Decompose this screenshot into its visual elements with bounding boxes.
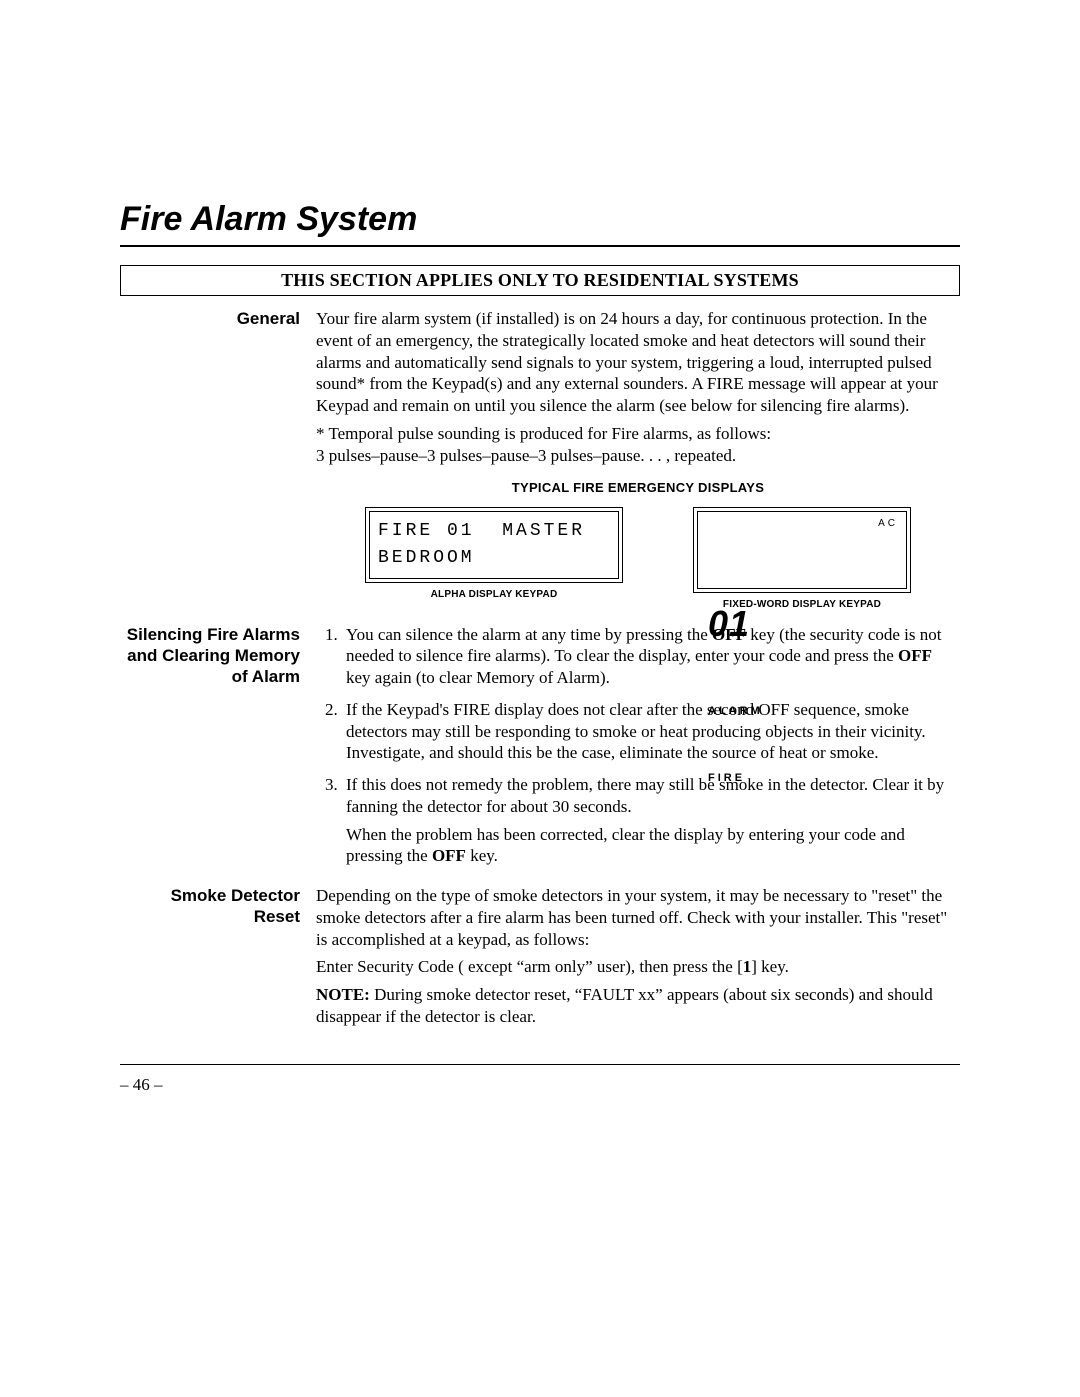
footer-rule	[120, 1064, 960, 1065]
page-number: – 46 –	[120, 1075, 960, 1095]
displays-title: TYPICAL FIRE EMERGENCY DISPLAYS	[316, 480, 960, 497]
body-general: Your fire alarm system (if installed) is…	[316, 308, 960, 616]
section-general: General Your fire alarm system (if insta…	[120, 308, 960, 616]
s1e: key again (to clear Memory of Alarm).	[346, 668, 610, 687]
alpha-caption: ALPHA DISPLAY KEYPAD	[431, 589, 558, 602]
label-silencing: Silencing Fire Alarms and Clearing Memor…	[120, 624, 316, 878]
fixed-keypad-screen: AC 01 ALARM FIRE	[697, 511, 907, 589]
fixed-fire: FIRE	[708, 772, 898, 785]
alpha-line1: FIRE 01 MASTER	[378, 521, 585, 541]
r2b: 1	[743, 957, 752, 976]
label-reset: Smoke Detector Reset	[120, 885, 316, 1034]
fixed-alarm: ALARM	[708, 705, 898, 718]
general-p1: Your fire alarm system (if installed) is…	[316, 308, 960, 417]
general-p2: * Temporal pulse sounding is produced fo…	[316, 423, 960, 467]
alpha-keypad-screen: FIRE 01 MASTER BEDROOM	[369, 511, 619, 579]
fixed-ac: AC	[878, 516, 898, 531]
s3b2: OFF	[432, 846, 466, 865]
alpha-keypad-wrap: FIRE 01 MASTER BEDROOM ALPHA DISPLAY KEY…	[365, 507, 623, 612]
reset-p1: Depending on the type of smoke detectors…	[316, 885, 960, 950]
page-container: Fire Alarm System THIS SECTION APPLIES O…	[0, 0, 1080, 1397]
r3b: During smoke detector reset, “FAULT xx” …	[316, 985, 933, 1026]
title-rule	[120, 245, 960, 247]
page-title: Fire Alarm System	[120, 200, 960, 239]
r2c: ] key.	[751, 957, 789, 976]
r3a: NOTE:	[316, 985, 370, 1004]
s1d: OFF	[898, 646, 932, 665]
s1a: You can silence the alarm at any time by…	[346, 625, 712, 644]
r2a: Enter Security Code ( except “arm only” …	[316, 957, 743, 976]
s3b3: key.	[466, 846, 498, 865]
section-reset: Smoke Detector Reset Depending on the ty…	[120, 885, 960, 1034]
reset-p2: Enter Security Code ( except “arm only” …	[316, 956, 960, 978]
alpha-keypad: FIRE 01 MASTER BEDROOM	[365, 507, 623, 583]
alpha-line2: BEDROOM	[378, 548, 475, 568]
fixed-keypad-wrap: AC 01 ALARM FIRE FIXED-WORD DISPLAY KEYP…	[693, 507, 911, 612]
label-general: General	[120, 308, 316, 616]
residential-notice: THIS SECTION APPLIES ONLY TO RESIDENTIAL…	[120, 265, 960, 296]
body-reset: Depending on the type of smoke detectors…	[316, 885, 960, 1034]
general-p2a: * Temporal pulse sounding is produced fo…	[316, 424, 771, 443]
displays-row: FIRE 01 MASTER BEDROOM ALPHA DISPLAY KEY…	[316, 507, 960, 612]
fixed-keypad: AC 01 ALARM FIRE	[693, 507, 911, 593]
fixed-big: 01	[708, 597, 898, 651]
general-p2b: 3 pulses–pause–3 pulses–pause–3 pulses–p…	[316, 446, 736, 465]
reset-p3: NOTE: During smoke detector reset, “FAUL…	[316, 984, 960, 1028]
